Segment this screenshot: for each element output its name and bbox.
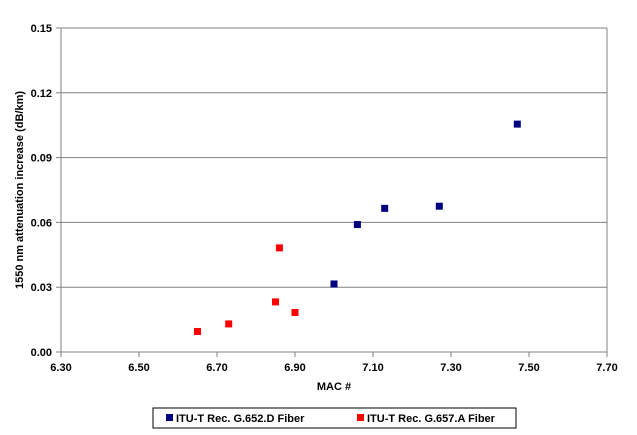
x-tick-label-3: 6.90 — [284, 362, 305, 374]
point-series0-2 — [381, 204, 389, 212]
y-tick-label-0: 0.00 — [31, 347, 52, 359]
y-axis-title: 1550 nm attenuation increase (dB/km) — [14, 91, 26, 289]
point-series0-4 — [513, 120, 521, 128]
plot-area — [61, 28, 607, 352]
legend-label-g652d: ITU-T Rec. G.652.D Fiber — [176, 413, 305, 425]
point-series1-2 — [272, 298, 279, 306]
point-series1-4 — [291, 308, 299, 316]
y-tick-label-2: 0.06 — [31, 217, 52, 229]
point-series0-0 — [330, 280, 338, 288]
point-series1-0 — [194, 327, 201, 335]
x-tick-label-5: 7.30 — [440, 362, 461, 374]
y-tick-label-4: 0.12 — [31, 88, 52, 100]
axes — [56, 27, 608, 357]
x-tick-label-4: 7.10 — [362, 362, 383, 374]
x-tick-label-7: 7.70 — [596, 362, 617, 374]
legend-box — [152, 407, 517, 429]
x-tick-label-2: 6.70 — [206, 362, 227, 374]
legend-marker-g657a — [357, 414, 364, 421]
x-tick-label-1: 6.50 — [128, 362, 149, 374]
point-series1-1 — [225, 320, 233, 328]
x-axis-title: MAC # — [317, 381, 351, 393]
point-series0-1 — [353, 221, 361, 229]
x-tick-label-0: 6.30 — [50, 362, 71, 374]
point-series1-3 — [275, 244, 283, 252]
point-series0-3 — [435, 202, 443, 210]
x-tick-labels: 6.30 6.50 6.70 6.90 7.10 7.30 7.50 7.70 — [50, 362, 617, 374]
y-tick-label-3: 0.09 — [31, 153, 52, 165]
gridlines — [61, 27, 607, 288]
x-tick-label-6: 7.50 — [518, 362, 539, 374]
y-tick-label-5: 0.15 — [31, 23, 52, 35]
y-tick-label-1: 0.03 — [31, 282, 52, 294]
legend: ITU-T Rec. G.652.D Fiber ITU-T Rec. G.65… — [152, 407, 517, 429]
data-points — [194, 120, 521, 335]
legend-marker-g652d — [166, 414, 173, 421]
y-tick-labels: 0.00 0.03 0.06 0.09 0.12 0.15 — [31, 23, 52, 359]
legend-label-g657a: ITU-T Rec. G.657.A Fiber — [367, 413, 496, 425]
